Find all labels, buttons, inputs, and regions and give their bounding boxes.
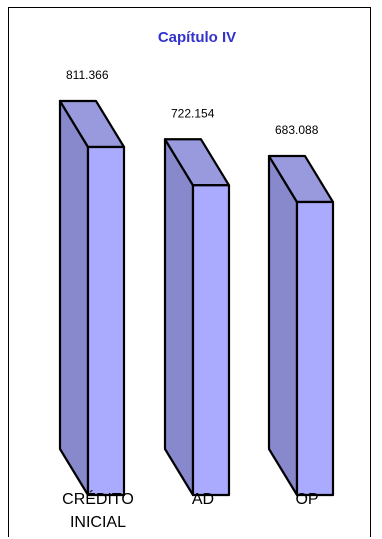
bar-2	[163, 138, 231, 497]
category-label: INICIAL	[70, 514, 126, 531]
chart-title: Capítulo IV	[158, 29, 236, 46]
bar-side-face	[267, 154, 299, 497]
bar-side-face	[163, 138, 195, 497]
value-label: 811.366	[66, 68, 109, 82]
value-label: 683.088	[275, 123, 319, 137]
bar-front-face	[295, 200, 335, 497]
category-label: AD	[192, 491, 214, 508]
bar-side-face	[58, 99, 90, 497]
bar-3	[267, 154, 335, 497]
category-label: CRÉDITO	[62, 489, 134, 508]
value-label: 722.154	[171, 106, 215, 120]
bar-1	[58, 99, 126, 497]
bars-layer	[58, 99, 335, 497]
category-label: OP	[295, 491, 318, 508]
category-labels-layer: CRÉDITO INICIAL AD OP	[62, 489, 318, 531]
value-labels-layer: 811.366 722.154 683.088	[66, 68, 319, 137]
bar-front-face	[86, 145, 126, 497]
bar-front-face	[191, 184, 231, 497]
